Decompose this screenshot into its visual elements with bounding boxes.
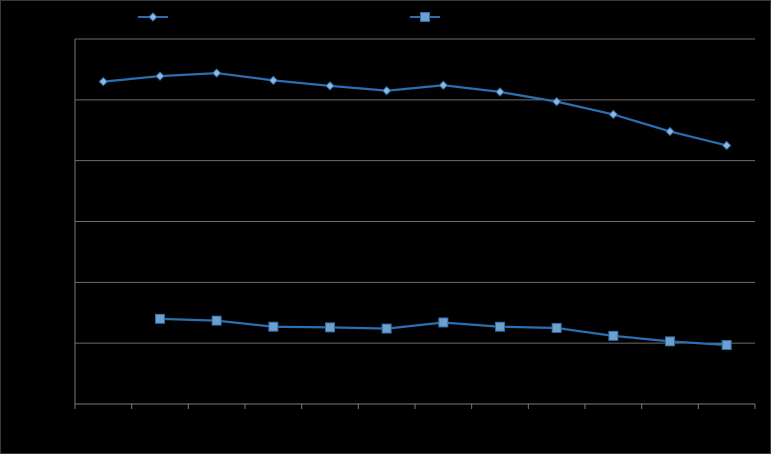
series-1-point (98, 76, 109, 87)
series-2-point (438, 317, 449, 328)
series-layer (98, 68, 732, 350)
series-1-point (608, 109, 619, 120)
series-2-point (495, 321, 505, 332)
series-1-point (438, 80, 449, 90)
series-1-point (551, 96, 562, 107)
series-2-point (211, 315, 222, 326)
series-1-point (721, 140, 732, 151)
series-2-point (665, 336, 675, 347)
series-2-point (381, 323, 392, 334)
series-1-point (211, 68, 222, 78)
legend-marker-series-1 (148, 12, 158, 22)
series-1-point (495, 87, 505, 97)
series-2-point (608, 330, 619, 341)
series-1-point (665, 126, 675, 137)
series-2-point (551, 322, 562, 333)
series-1-point (381, 86, 392, 96)
series-2-point (325, 322, 335, 333)
axes (74, 39, 756, 409)
series-2-point (721, 339, 732, 350)
series-1-line (103, 71, 727, 147)
gridlines (75, 38, 755, 344)
series-2-point (268, 321, 279, 332)
series-1-point (325, 81, 335, 91)
legend-marker-series-2 (420, 12, 430, 22)
series-2-point (155, 313, 165, 324)
series-1-point (268, 75, 279, 86)
series-1-point (155, 71, 165, 81)
legend (138, 12, 440, 22)
